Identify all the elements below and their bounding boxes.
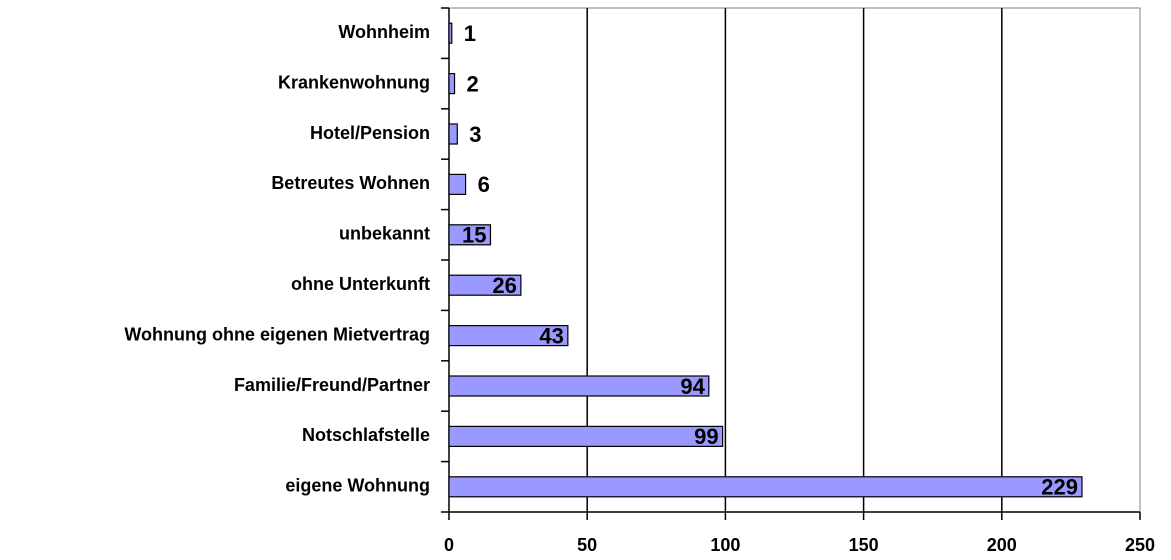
y-tick-label: unbekannt <box>339 224 430 244</box>
y-tick-label: Familie/Freund/Partner <box>234 375 430 395</box>
value-label: 99 <box>694 424 718 449</box>
value-label: 229 <box>1041 475 1078 500</box>
x-tick-label: 150 <box>849 535 879 555</box>
x-tick-label: 200 <box>987 535 1017 555</box>
bar <box>448 476 1083 498</box>
value-label: 6 <box>478 172 490 197</box>
y-tick-label: Wohnung ohne eigenen Mietvertrag <box>124 324 430 344</box>
bar <box>448 274 522 296</box>
y-tick-label: ohne Unterkunft <box>291 274 430 294</box>
bar <box>448 173 467 195</box>
value-label: 43 <box>539 323 563 348</box>
y-tick-label: eigene Wohnung <box>285 476 430 496</box>
y-tick-label: Betreutes Wohnen <box>271 173 430 193</box>
x-tick-label: 250 <box>1125 535 1155 555</box>
value-label: 1 <box>464 21 476 46</box>
value-label: 2 <box>467 71 479 96</box>
value-label: 94 <box>680 374 705 399</box>
bar <box>448 425 724 447</box>
value-label: 26 <box>492 273 516 298</box>
bar <box>448 224 492 246</box>
bar <box>448 325 569 347</box>
x-tick-label: 100 <box>710 535 740 555</box>
x-tick-label: 50 <box>577 535 597 555</box>
value-label: 15 <box>462 223 486 248</box>
x-tick-label: 0 <box>444 535 454 555</box>
bar <box>448 375 710 397</box>
y-tick-label: Hotel/Pension <box>310 123 430 143</box>
bar <box>448 72 456 95</box>
value-label: 3 <box>469 122 481 147</box>
y-tick-label: Krankenwohnung <box>278 72 430 92</box>
bar <box>448 22 453 44</box>
y-tick-label: Notschlafstelle <box>302 425 430 445</box>
y-tick-label: Wohnheim <box>338 22 430 42</box>
bar <box>448 123 458 145</box>
